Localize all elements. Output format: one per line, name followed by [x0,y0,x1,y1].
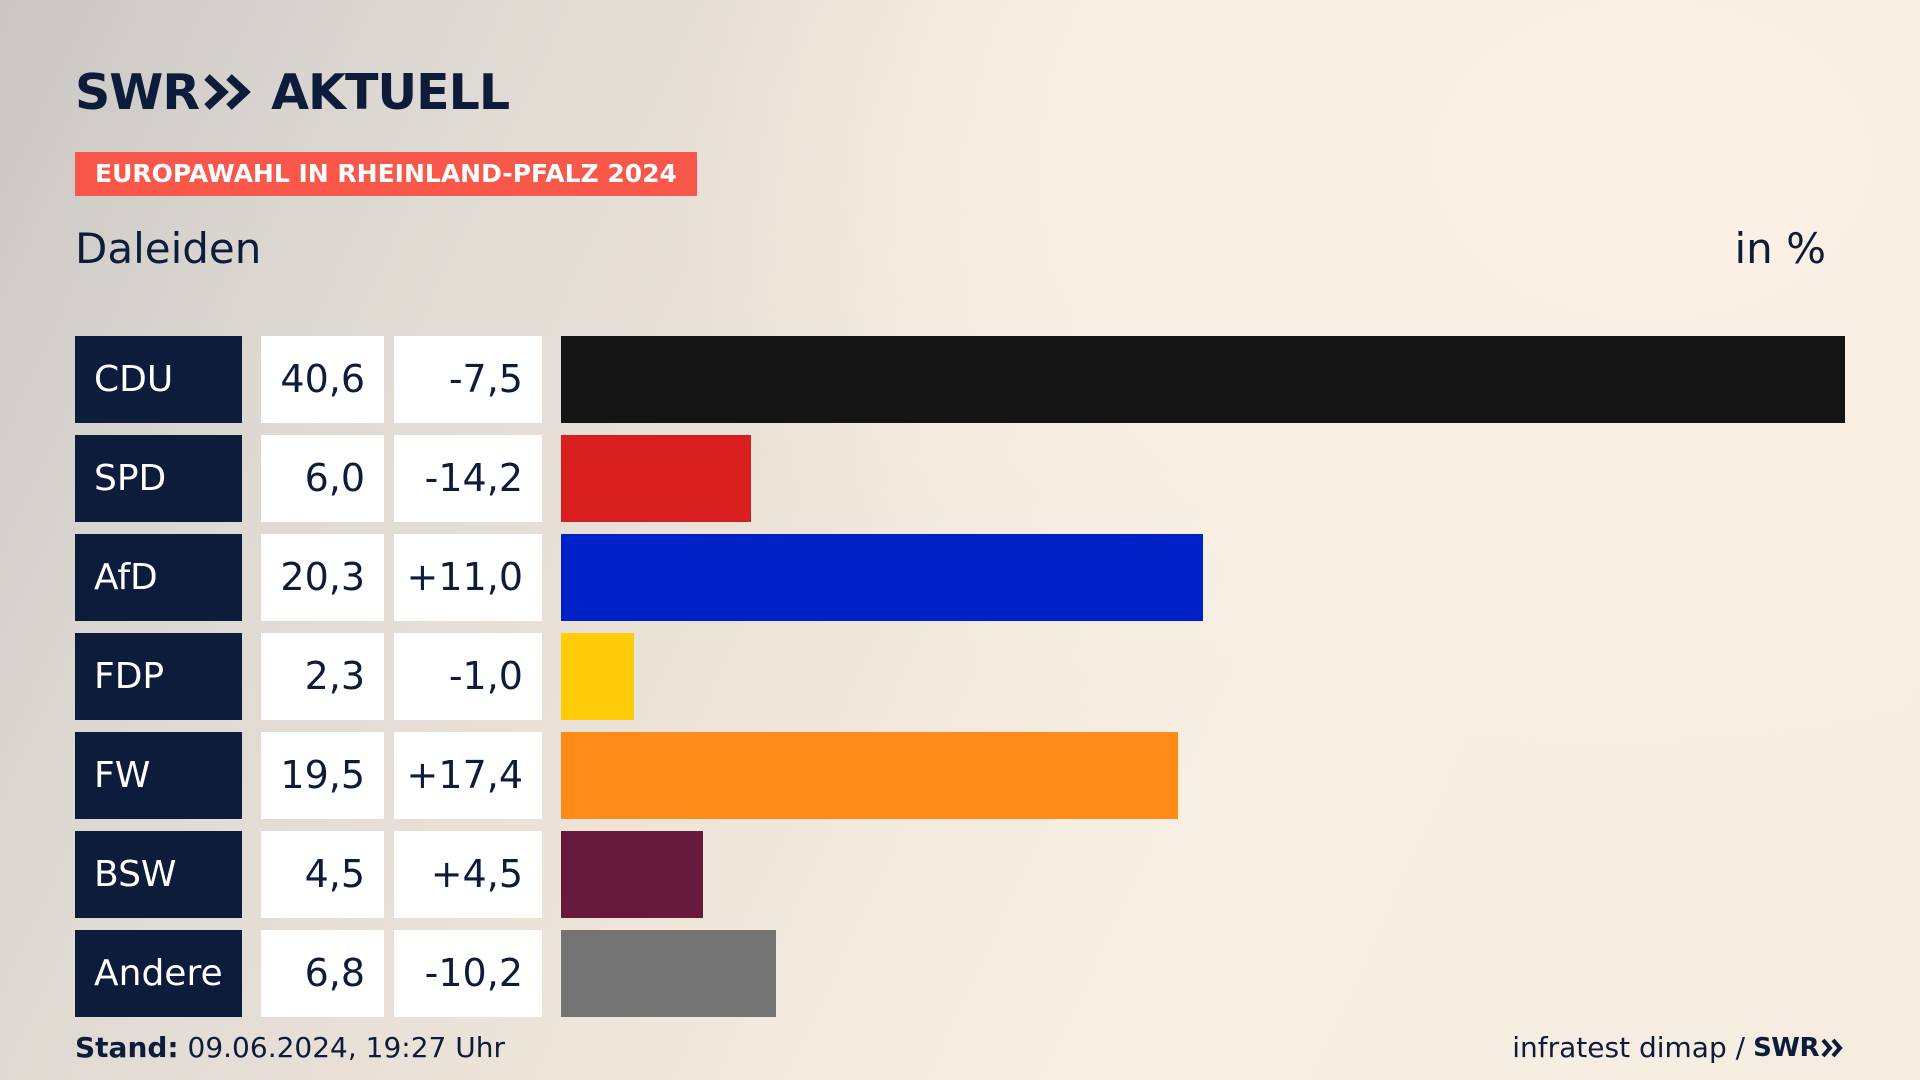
diff-label: -1,0 [394,633,542,720]
chart-row: FDP 2,3 -1,0 [75,633,1845,720]
chart-row: FW 19,5 +17,4 [75,732,1845,819]
double-chevron-icon [204,74,251,110]
bar [561,633,634,720]
logo-aktuell-text: AKTUELL [271,63,510,121]
value-label: 40,6 [261,336,384,423]
diff-label: +11,0 [394,534,542,621]
chart-row: BSW 4,5 +4,5 [75,831,1845,918]
double-chevron-small-icon [1821,1038,1843,1058]
bar [561,336,1845,423]
value-label: 4,5 [261,831,384,918]
election-tag: EUROPAWAHL IN RHEINLAND-PFALZ 2024 [75,152,697,196]
region-title: Daleiden [75,224,262,273]
party-label: AfD [75,534,242,621]
chart-row: CDU 40,6 -7,5 [75,336,1845,423]
value-label: 20,3 [261,534,384,621]
source-text: infratest dimap / [1512,1031,1746,1064]
diff-label: -10,2 [394,930,542,1017]
party-label: Andere [75,930,242,1017]
chart-row: AfD 20,3 +11,0 [75,534,1845,621]
party-label: FW [75,732,242,819]
source-credit: infratest dimap / SWR [1512,1030,1845,1066]
bar [561,732,1178,819]
timestamp-label: Stand: [75,1031,179,1064]
source-brand: SWR [1753,1033,1819,1063]
party-label: SPD [75,435,242,522]
party-label: BSW [75,831,242,918]
party-label: FDP [75,633,242,720]
timestamp-value: 09.06.2024, 19:27 Uhr [187,1031,505,1064]
chart-row: SPD 6,0 -14,2 [75,435,1845,522]
diff-label: +17,4 [394,732,542,819]
value-label: 19,5 [261,732,384,819]
bar [561,435,751,522]
diff-label: +4,5 [394,831,542,918]
chart-row: Andere 6,8 -10,2 [75,930,1845,1017]
swr-aktuell-logo: SWR AKTUELL [75,62,510,122]
party-label: CDU [75,336,242,423]
logo-swr-text: SWR [75,63,200,121]
diff-label: -7,5 [394,336,542,423]
bar [561,534,1203,621]
value-label: 6,8 [261,930,384,1017]
diff-label: -14,2 [394,435,542,522]
value-label: 2,3 [261,633,384,720]
bar [561,930,776,1017]
bar [561,831,703,918]
value-label: 6,0 [261,435,384,522]
timestamp: Stand: 09.06.2024, 19:27 Uhr [75,1030,505,1066]
unit-label: in % [1734,224,1826,273]
